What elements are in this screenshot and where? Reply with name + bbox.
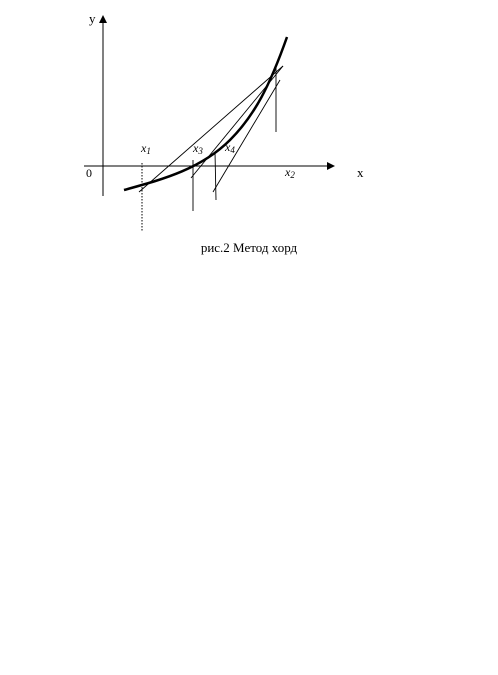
y-axis-label: y [89, 11, 96, 26]
origin-label: 0 [86, 166, 92, 180]
x1-label: x1 [140, 141, 151, 156]
x3-label: x3 [192, 141, 203, 156]
chord-line-2 [191, 66, 283, 178]
function-curve [124, 37, 287, 190]
x-axis-label: x [357, 165, 364, 180]
x4-label: x4 [224, 140, 235, 155]
figure-caption: рис.2 Метод хорд [0, 240, 498, 256]
x4-vertical-marker [215, 152, 216, 200]
x2-label: x2 [284, 165, 295, 180]
chord-line-1 [139, 66, 283, 192]
chord-line-3 [213, 80, 280, 192]
